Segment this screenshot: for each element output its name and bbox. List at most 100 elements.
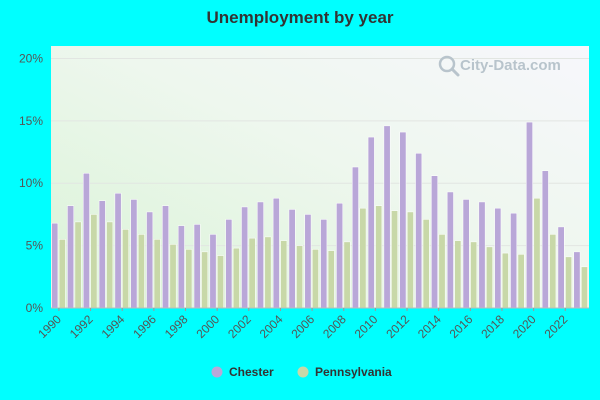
bar-chester-2002 xyxy=(241,206,249,309)
bar-chester-1991 xyxy=(67,205,74,309)
bar-pennsylvania-2004 xyxy=(280,240,288,309)
y-tick-label: 20% xyxy=(19,51,43,65)
bar-chester-1996 xyxy=(146,211,154,309)
bar-chester-1995 xyxy=(130,199,138,309)
bar-pennsylvania-2013 xyxy=(422,219,430,309)
bar-pennsylvania-1999 xyxy=(201,251,209,309)
x-tick-label: 1994 xyxy=(99,312,128,341)
bar-chester-2021 xyxy=(541,170,549,309)
watermark: City-Data.com xyxy=(438,55,561,77)
bar-pennsylvania-2021 xyxy=(549,234,557,309)
bar-chester-1990 xyxy=(51,222,59,309)
y-tick-label: 15% xyxy=(19,114,43,128)
bar-chester-2010 xyxy=(367,136,375,309)
legend-swatch xyxy=(211,366,223,378)
x-tick-label: 2020 xyxy=(510,312,539,341)
x-tick-label: 1990 xyxy=(35,312,64,341)
bar-chester-2015 xyxy=(446,191,454,309)
legend-swatch xyxy=(297,366,309,378)
x-tick-label: 2006 xyxy=(288,312,317,341)
bar-chester-2014 xyxy=(431,175,438,309)
x-tick-label: 2008 xyxy=(320,312,349,341)
bar-pennsylvania-2019 xyxy=(517,254,525,309)
bar-pennsylvania-1990 xyxy=(58,239,66,309)
bar-chester-2005 xyxy=(288,209,296,309)
bar-chester-1994 xyxy=(114,192,122,309)
bar-pennsylvania-2015 xyxy=(454,240,462,309)
x-tick-label: 2014 xyxy=(415,312,444,341)
x-tick-label: 2022 xyxy=(542,312,571,341)
bar-pennsylvania-2022 xyxy=(565,256,573,309)
legend-item-chester: Chester xyxy=(211,365,274,379)
bar-pennsylvania-2016 xyxy=(470,241,478,309)
legend-item-pennsylvania: Pennsylvania xyxy=(297,365,392,379)
y-tick-label: 5% xyxy=(26,239,44,253)
bar-chester-2016 xyxy=(462,199,470,309)
bar-pennsylvania-2006 xyxy=(312,249,319,309)
x-tick-label: 2018 xyxy=(478,312,507,341)
legend-label: Pennsylvania xyxy=(315,365,392,379)
bar-chester-2023 xyxy=(573,251,581,309)
bar-chester-2022 xyxy=(557,226,565,309)
bar-pennsylvania-1994 xyxy=(122,229,129,309)
bar-chester-1993 xyxy=(98,200,106,309)
x-tick-label: 2016 xyxy=(447,312,476,341)
bar-chester-2003 xyxy=(257,201,264,309)
bar-chester-2006 xyxy=(304,214,312,309)
bar-pennsylvania-1993 xyxy=(106,221,114,309)
x-tick-label: 2010 xyxy=(352,312,381,341)
bar-pennsylvania-2017 xyxy=(486,246,493,309)
bar-chester-2013 xyxy=(415,153,423,309)
bar-pennsylvania-2018 xyxy=(501,252,509,309)
x-tick-label: 2004 xyxy=(257,312,286,341)
bar-pennsylvania-2002 xyxy=(248,237,256,309)
bar-pennsylvania-2001 xyxy=(232,247,240,309)
bar-pennsylvania-2020 xyxy=(533,197,541,309)
bar-chester-1998 xyxy=(177,225,185,309)
bar-pennsylvania-1997 xyxy=(169,244,177,309)
x-tick-label: 1996 xyxy=(130,312,159,341)
bar-pennsylvania-2012 xyxy=(406,211,414,309)
bar-chester-2019 xyxy=(510,212,518,309)
bar-pennsylvania-2011 xyxy=(391,210,398,309)
bar-pennsylvania-2010 xyxy=(375,205,383,309)
bar-pennsylvania-2007 xyxy=(327,250,335,309)
bar-chester-2008 xyxy=(336,202,343,309)
x-tick-label: 2000 xyxy=(193,312,222,341)
bar-pennsylvania-2009 xyxy=(359,207,367,309)
chart-title: Unemployment by year xyxy=(206,8,394,27)
bar-chester-2007 xyxy=(320,219,328,309)
y-tick-label: 0% xyxy=(26,301,44,315)
x-tick-label: 1998 xyxy=(162,312,191,341)
bar-chester-2018 xyxy=(494,207,502,309)
bar-chester-2017 xyxy=(478,201,486,309)
watermark-text: City-Data.com xyxy=(460,57,561,74)
bar-pennsylvania-2014 xyxy=(438,234,446,309)
bar-chester-2000 xyxy=(209,234,217,309)
x-tick-label: 1992 xyxy=(67,312,96,341)
x-tick-label: 2002 xyxy=(225,312,254,341)
bar-pennsylvania-1996 xyxy=(153,239,161,309)
bar-chester-2011 xyxy=(383,125,391,309)
bar-chester-2009 xyxy=(351,166,359,309)
legend-label: Chester xyxy=(229,365,274,379)
bar-chester-2004 xyxy=(272,197,280,309)
bar-chester-1992 xyxy=(82,173,90,309)
bar-chester-2020 xyxy=(526,121,533,309)
bar-chester-2001 xyxy=(225,219,233,309)
bar-pennsylvania-2003 xyxy=(264,236,272,309)
bar-pennsylvania-2000 xyxy=(217,255,224,309)
bar-pennsylvania-1995 xyxy=(137,234,145,309)
bar-chester-1999 xyxy=(193,224,201,309)
bar-pennsylvania-2005 xyxy=(296,245,304,309)
y-tick-label: 10% xyxy=(19,176,43,190)
bar-chester-1997 xyxy=(162,205,169,309)
x-tick-label: 2012 xyxy=(383,312,412,341)
bar-pennsylvania-1998 xyxy=(185,249,193,309)
bar-chester-2012 xyxy=(399,131,407,309)
bar-pennsylvania-2023 xyxy=(581,266,588,309)
bar-pennsylvania-2008 xyxy=(343,241,351,309)
magnifier-icon xyxy=(438,55,460,77)
bar-pennsylvania-1991 xyxy=(74,221,82,309)
